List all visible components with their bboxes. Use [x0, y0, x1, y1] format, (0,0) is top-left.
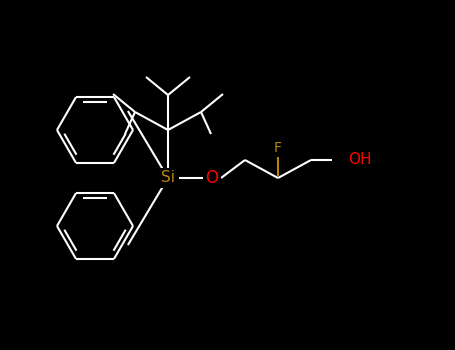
Text: O: O — [206, 169, 218, 187]
Text: Si: Si — [161, 170, 175, 186]
Text: F: F — [274, 141, 282, 155]
Text: OH: OH — [348, 153, 371, 168]
